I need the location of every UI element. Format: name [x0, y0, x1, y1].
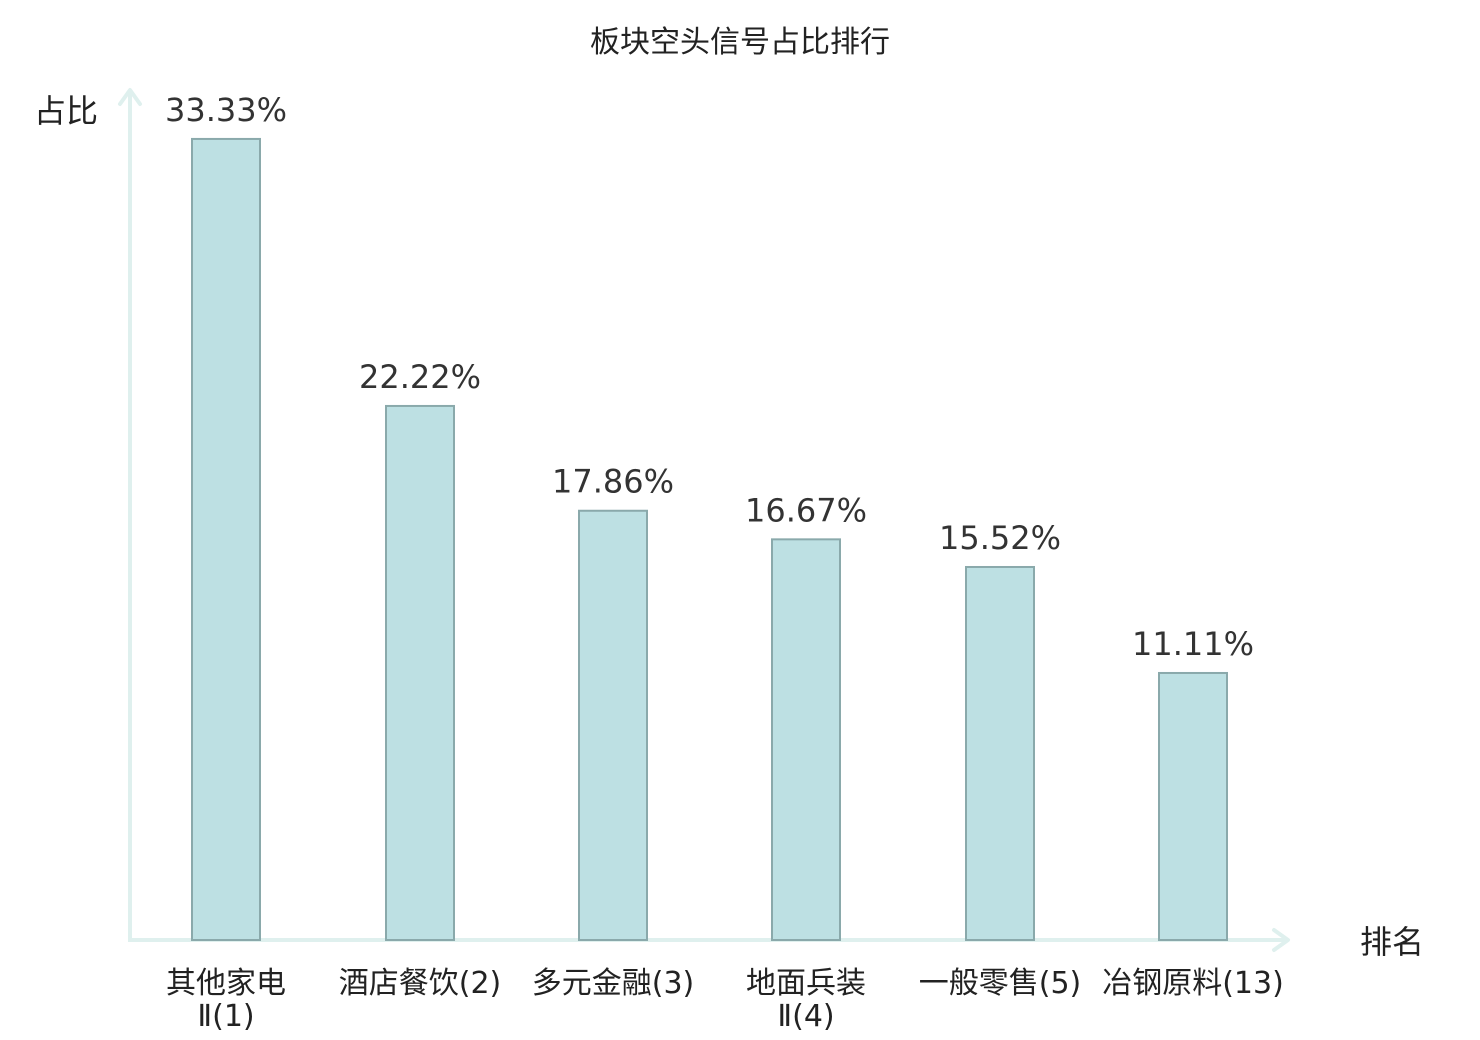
- x-axis: [128, 928, 1290, 952]
- y-axis-label: 占比: [34, 92, 98, 130]
- category-rank-2: (2): [459, 966, 502, 1001]
- category-name-3: 多元金融: [532, 966, 652, 1001]
- value-label-6: 11.11%: [1132, 625, 1254, 663]
- x-axis-arrow-icon: [1272, 928, 1290, 952]
- category-rank-6: (13): [1222, 966, 1284, 1001]
- value-label-2: 22.22%: [359, 358, 481, 396]
- bar-3: [578, 509, 648, 941]
- category-rank-1: Ⅱ(1): [197, 999, 254, 1034]
- category-rank-3: (3): [652, 966, 695, 1001]
- category-rank-4: Ⅱ(4): [777, 999, 834, 1034]
- value-label-5: 15.52%: [939, 519, 1061, 557]
- x-axis-label: 排名: [1360, 923, 1424, 961]
- category-label-4: 地面兵装: [746, 966, 866, 1001]
- category-name-2: 酒店餐饮: [339, 966, 459, 1001]
- category-name-6: 冶钢原料: [1102, 966, 1222, 1001]
- bar-5: [965, 565, 1035, 941]
- value-labels-group: 33.33% 22.22% 17.86% 16.67% 15.52% 11.11%: [165, 91, 1254, 663]
- category-label-3: 多元金融(3): [532, 966, 695, 1001]
- category-name-5: 一般零售: [919, 966, 1039, 1001]
- category-label-1: 其他家电: [166, 966, 286, 1001]
- value-label-1: 33.33%: [165, 91, 287, 129]
- bar-1: [191, 137, 261, 942]
- bars-group: [191, 137, 1228, 942]
- category-label-5: 一般零售(5): [919, 966, 1082, 1001]
- chart-title: 板块空头信号占比排行: [590, 25, 890, 60]
- value-label-3: 17.86%: [552, 463, 674, 501]
- y-axis: [118, 88, 142, 940]
- category-label-2: 酒店餐饮(2): [339, 966, 502, 1001]
- category-rank-5: (5): [1039, 966, 1082, 1001]
- y-axis-arrow-icon: [118, 88, 142, 106]
- bar-6: [1158, 671, 1228, 941]
- value-label-4: 16.67%: [745, 491, 867, 529]
- bar-4: [771, 538, 841, 942]
- bar-2: [385, 404, 455, 941]
- category-label-6: 冶钢原料(13): [1102, 966, 1284, 1001]
